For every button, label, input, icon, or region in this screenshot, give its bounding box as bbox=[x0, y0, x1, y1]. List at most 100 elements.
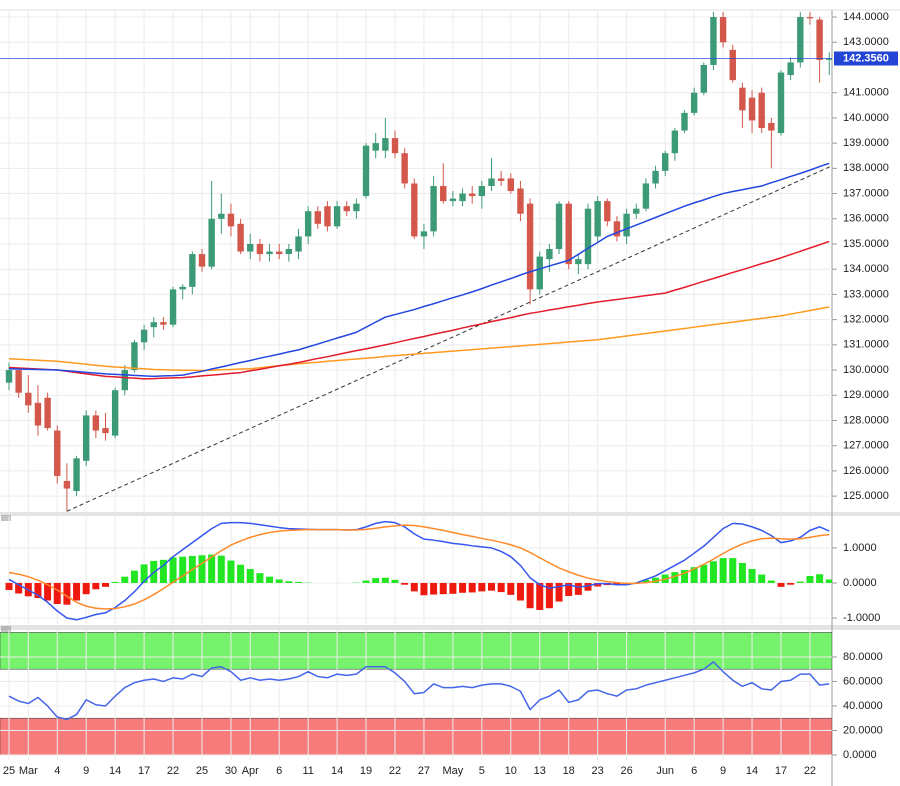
candle-body bbox=[594, 201, 601, 237]
histogram-bar bbox=[15, 582, 23, 594]
histogram-bar bbox=[642, 579, 650, 583]
candle-body bbox=[276, 251, 283, 255]
histogram-bar bbox=[700, 564, 708, 583]
series-line bbox=[8, 520, 830, 621]
x-tick-label: 25 bbox=[196, 765, 208, 777]
histogram-bar bbox=[237, 564, 245, 583]
histogram-bar bbox=[709, 561, 717, 583]
candle-body bbox=[34, 402, 42, 426]
last-price-box bbox=[834, 51, 898, 66]
x-tick-label: Jun bbox=[656, 765, 674, 777]
x-tick-label: 5 bbox=[479, 765, 485, 777]
histogram-bar bbox=[690, 567, 698, 583]
histogram-bar bbox=[208, 554, 216, 583]
histogram-bar bbox=[738, 562, 746, 583]
candle-body bbox=[102, 428, 109, 434]
histogram-bar bbox=[44, 582, 52, 601]
histogram-bar bbox=[410, 582, 418, 592]
series-line bbox=[8, 661, 830, 721]
histogram-bar bbox=[459, 582, 467, 593]
candle-body bbox=[391, 138, 399, 154]
candle-body bbox=[189, 254, 196, 287]
y-tick-label: 141.0000 bbox=[843, 87, 889, 99]
histogram-bar bbox=[787, 582, 795, 585]
y-tick-label: 133.0000 bbox=[843, 288, 889, 300]
histogram-bar bbox=[34, 582, 42, 599]
candle-body bbox=[507, 178, 514, 192]
candle-body bbox=[719, 17, 727, 43]
x-tick-label: 27 bbox=[418, 765, 430, 777]
candle-body bbox=[536, 256, 543, 290]
y-tick-label: 126.0000 bbox=[843, 465, 889, 477]
candle-body bbox=[401, 153, 408, 184]
histogram-bar bbox=[362, 580, 370, 583]
x-tick-label: 26 bbox=[620, 765, 632, 777]
histogram-bar bbox=[671, 572, 679, 583]
histogram-bar bbox=[777, 582, 785, 587]
y-tick-label: 127.0000 bbox=[843, 440, 889, 452]
y-tick-label: 135.0000 bbox=[843, 238, 889, 250]
zone bbox=[0, 717, 832, 756]
candle-body bbox=[613, 221, 621, 237]
candle-body bbox=[430, 185, 437, 232]
y-tick-label: 0.0000 bbox=[843, 749, 877, 761]
histogram-bar bbox=[584, 582, 592, 591]
candle-body bbox=[777, 72, 785, 134]
x-tick-label: 9 bbox=[83, 765, 89, 777]
panel bbox=[0, 630, 832, 760]
candle-body bbox=[768, 122, 775, 131]
candle-body bbox=[517, 188, 524, 214]
candle-body bbox=[285, 249, 293, 255]
candle-body bbox=[237, 223, 244, 252]
candle-body bbox=[92, 415, 100, 431]
candle-body bbox=[266, 251, 273, 255]
candle-body bbox=[420, 231, 428, 237]
candle-body bbox=[160, 322, 167, 325]
x-tick-label: 14 bbox=[109, 765, 121, 777]
candle-body bbox=[343, 206, 350, 212]
y-tick-label: 139.0000 bbox=[843, 137, 889, 149]
histogram-bar bbox=[420, 582, 428, 596]
y-tick-label: 20.0000 bbox=[843, 724, 883, 736]
panel-separator bbox=[0, 625, 900, 630]
candle-body bbox=[671, 130, 679, 154]
histogram-bar bbox=[478, 582, 486, 592]
candle-body bbox=[169, 289, 177, 325]
histogram-bar bbox=[825, 579, 832, 583]
x-tick-label: Apr bbox=[242, 765, 259, 777]
candle-body bbox=[623, 213, 630, 237]
histogram-bar bbox=[748, 568, 756, 583]
histogram-bar bbox=[227, 560, 235, 583]
x-tick-label: 18 bbox=[563, 765, 575, 777]
series-line bbox=[8, 162, 830, 378]
histogram-bar bbox=[430, 582, 438, 595]
y-tick-label: 128.0000 bbox=[843, 414, 889, 426]
x-tick-label: 22 bbox=[804, 765, 816, 777]
x-tick-label: Mar bbox=[19, 765, 38, 777]
panel bbox=[0, 516, 832, 624]
candle-body bbox=[758, 92, 765, 128]
x-tick-label: 17 bbox=[775, 765, 787, 777]
candle-body bbox=[218, 213, 225, 219]
candle-body bbox=[63, 480, 71, 489]
candle-body bbox=[324, 206, 331, 227]
candle-body bbox=[546, 249, 553, 260]
x-tick-label: 6 bbox=[691, 765, 697, 777]
y-tick-label: 140.0000 bbox=[843, 112, 889, 124]
candle-body bbox=[633, 208, 640, 214]
y-tick-label: 131.0000 bbox=[843, 339, 889, 351]
candle-body bbox=[797, 17, 804, 63]
candle-body bbox=[295, 236, 302, 252]
zone bbox=[0, 632, 832, 670]
candle-body bbox=[131, 342, 138, 371]
candle-body bbox=[54, 430, 61, 476]
candle-body bbox=[806, 17, 814, 19]
candle-body bbox=[83, 415, 90, 461]
candle-body bbox=[304, 211, 312, 237]
candle-body bbox=[179, 286, 186, 290]
candle-body bbox=[662, 153, 669, 171]
histogram-bar bbox=[767, 580, 775, 583]
series-line bbox=[8, 524, 830, 610]
histogram-bar bbox=[449, 582, 457, 594]
